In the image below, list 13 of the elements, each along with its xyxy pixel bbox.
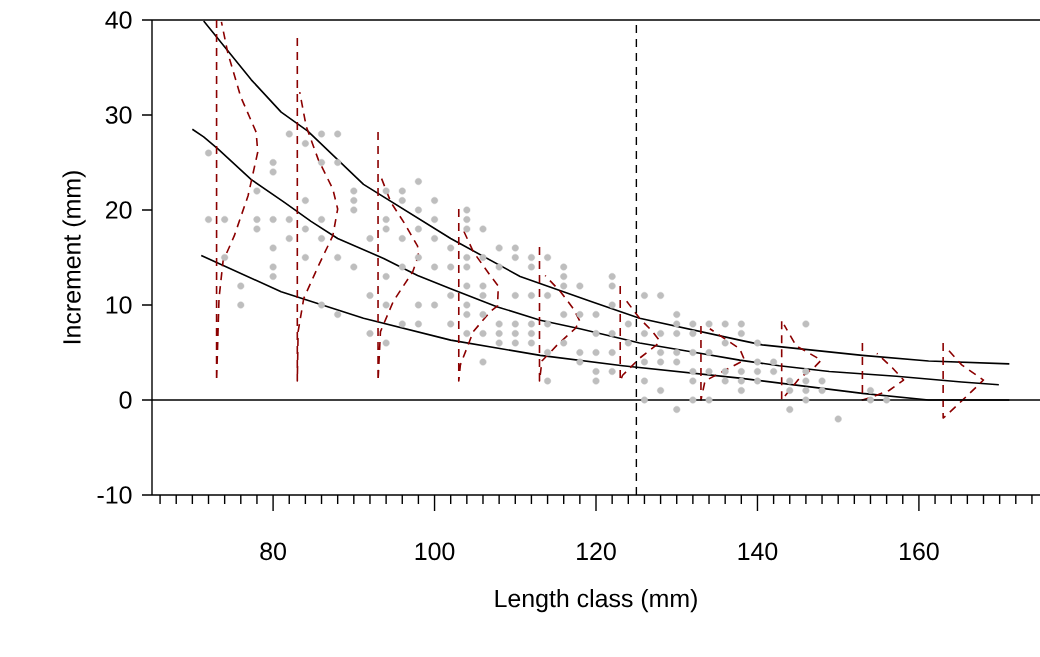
y-axis-title: Increment (mm) [62, 171, 86, 344]
y-tick-label: 10 [106, 296, 132, 314]
y-tick-label: 0 [119, 391, 132, 409]
x-tick-label: 140 [738, 542, 778, 561]
y-tick-label: -10 [97, 486, 132, 504]
y-tick-label: 40 [105, 11, 132, 29]
y-tick-label: 30 [105, 106, 132, 124]
x-tick-label: 120 [577, 542, 616, 561]
x-tick-label: 160 [900, 542, 939, 561]
x-tick-label: 80 [260, 542, 286, 561]
y-tick-label: 20 [106, 201, 132, 219]
x-tick-label: 100 [415, 542, 455, 561]
x-axis-title: Length class (mm) [495, 589, 697, 613]
